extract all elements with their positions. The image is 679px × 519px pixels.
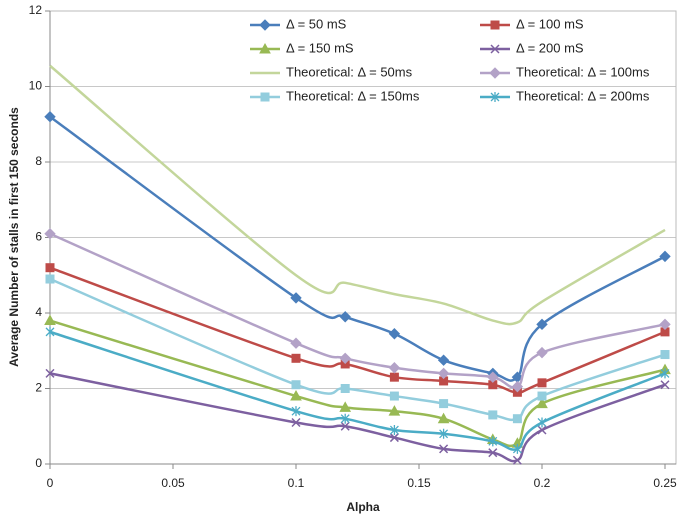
data-point [291, 353, 301, 363]
data-point [536, 346, 548, 359]
data-point [339, 401, 352, 412]
data-point [536, 397, 548, 409]
legend-marker [490, 92, 500, 102]
y-tick-label: 4 [35, 305, 42, 319]
data-point [340, 384, 350, 393]
series-line [49, 277, 666, 422]
x-tick-label: 0.15 [407, 476, 431, 490]
data-point [45, 274, 55, 284]
series-line [49, 266, 666, 394]
data-point [537, 425, 547, 435]
data-point [512, 414, 522, 424]
data-point [291, 417, 301, 428]
data-point [659, 250, 671, 263]
legend-marker [490, 20, 500, 30]
legend-marker [259, 42, 271, 54]
series-line [49, 319, 666, 448]
x-tick-label: 0.25 [653, 476, 677, 490]
series-line [49, 330, 666, 451]
data-point [659, 318, 671, 331]
data-point [660, 380, 670, 390]
data-point [340, 413, 350, 424]
legend-label: Theoretical: Δ = 50ms [286, 64, 413, 79]
data-point [45, 326, 55, 337]
data-point [512, 443, 522, 454]
data-point [340, 421, 350, 431]
legend-label: Δ = 50 mS [286, 16, 347, 31]
data-point [388, 362, 401, 374]
data-point [537, 417, 547, 428]
y-tick-label: 10 [29, 79, 43, 93]
data-point [44, 110, 56, 123]
data-point [44, 228, 56, 240]
data-point [389, 425, 399, 436]
legend-label: Δ = 200 mS [516, 40, 584, 55]
x-axis-label: Alpha [346, 500, 380, 514]
series-line [49, 232, 666, 389]
legend: Δ = 50 mS Δ = 100 mS Δ = 150 mS Δ = 200 mS T… [250, 16, 650, 103]
data-point [290, 390, 302, 401]
y-tick-label: 12 [29, 3, 43, 17]
data-point [388, 405, 401, 416]
data-point [291, 406, 301, 417]
y-tick-label: 0 [35, 456, 42, 470]
legend-label: Δ = 150 mS [286, 40, 354, 55]
data-point [511, 380, 524, 393]
data-point [290, 337, 302, 349]
legend-marker [260, 92, 270, 102]
legend-label: Theoretical: Δ = 200ms [516, 88, 650, 103]
data-point [389, 372, 399, 382]
data-point [44, 314, 56, 326]
series-line [49, 115, 666, 382]
data-point [660, 368, 670, 379]
y-tick-label: 6 [35, 230, 42, 244]
x-tick-label: 0.1 [288, 476, 305, 490]
data-point [291, 380, 301, 390]
data-point [45, 368, 55, 378]
x-tick-label: 0.2 [534, 476, 551, 490]
legend-marker [259, 19, 271, 31]
data-point [536, 318, 548, 331]
series-line [49, 64, 666, 326]
data-point [45, 263, 55, 273]
data-point [437, 412, 450, 424]
data-point [389, 391, 399, 401]
legend-marker [490, 44, 500, 54]
legend-label: Theoretical: Δ = 150ms [286, 88, 420, 103]
data-point [439, 428, 449, 439]
legend-label: Theoretical: Δ = 100ms [516, 64, 650, 79]
x-tick-label: 0.05 [161, 476, 185, 490]
y-tick-label: 2 [35, 381, 42, 395]
data-point [488, 448, 498, 458]
data-point [389, 433, 399, 443]
data-point [290, 292, 302, 304]
data-point [487, 371, 499, 383]
data-point [339, 352, 351, 365]
y-tick-label: 8 [35, 154, 42, 168]
legend-label: Δ = 100 mS [516, 16, 584, 31]
data-point [537, 378, 547, 388]
data-point [439, 399, 449, 409]
data-point [439, 444, 449, 454]
y-axis-label: Average Number of stalls in first 150 se… [7, 107, 21, 367]
data-point [388, 328, 401, 340]
data-point [437, 354, 450, 366]
data-point [437, 367, 450, 380]
x-tick-label: 0 [47, 476, 54, 490]
legend-marker [489, 67, 501, 79]
data-point [512, 455, 522, 465]
data-point [660, 350, 670, 360]
data-point [488, 410, 498, 420]
series-line [49, 372, 666, 463]
data-point [488, 436, 498, 447]
data-point [339, 311, 351, 323]
data-point [537, 391, 547, 401]
